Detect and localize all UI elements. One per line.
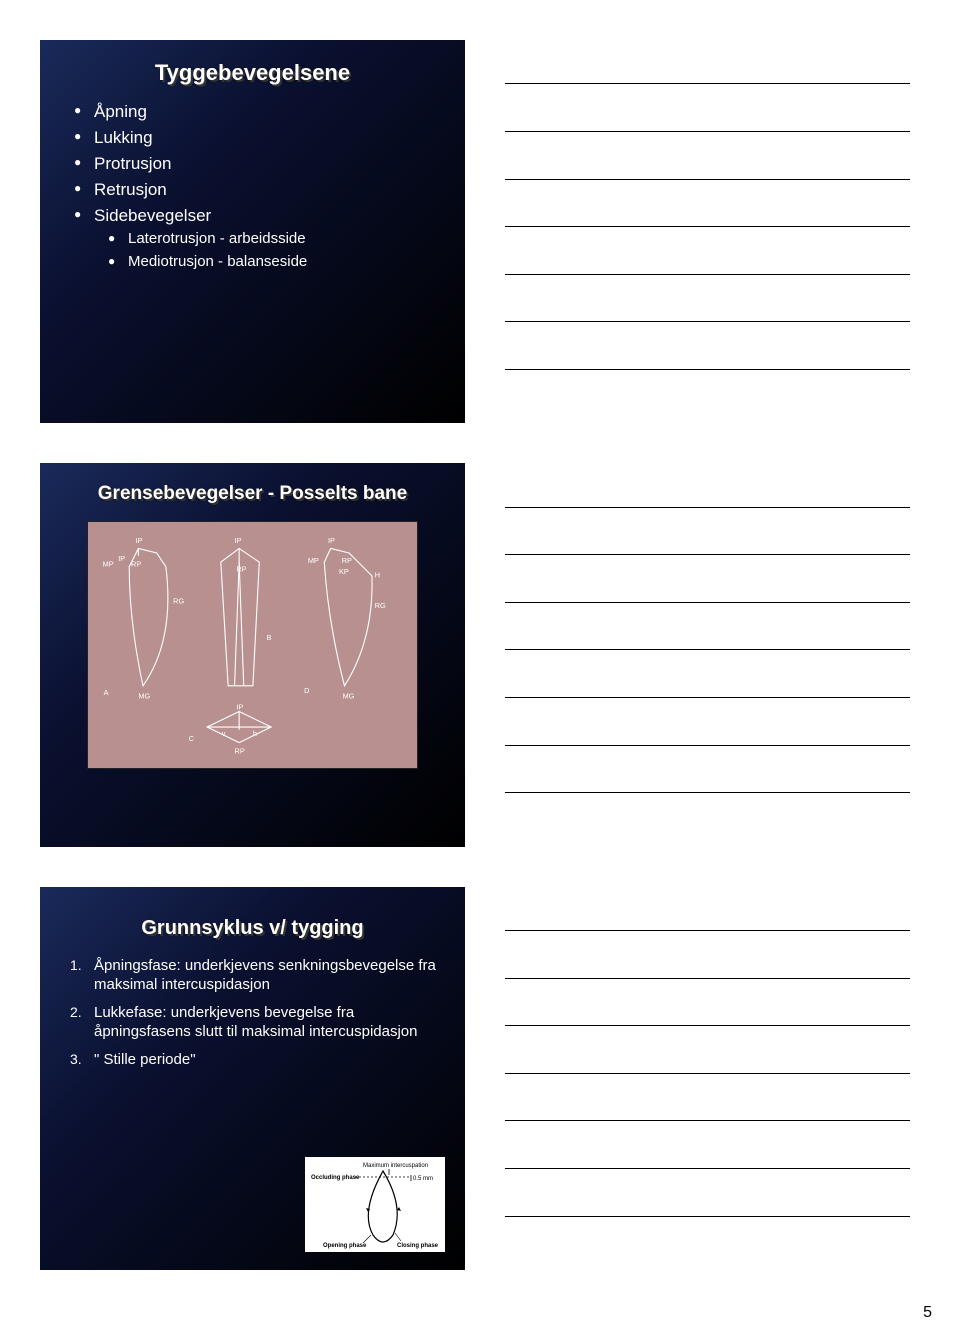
notes-area-3: [495, 887, 920, 1270]
label-MP: MP: [307, 556, 318, 565]
chew-top-label: Maximum intercuspation: [363, 1163, 428, 1169]
label-MG: MG: [138, 692, 150, 701]
label-H: H: [374, 571, 379, 580]
note-line: [505, 274, 910, 275]
label-RP: RP: [236, 565, 246, 574]
item-number: 1.: [70, 956, 82, 974]
label-KP: KP: [339, 567, 349, 576]
chew-bottom-left: Opening phase: [323, 1243, 367, 1249]
label-h: h: [253, 730, 257, 739]
chewing-cycle-diagram: Maximum intercuspation Occluding phase 0…: [305, 1157, 445, 1252]
slide-tyggebevegelsene: Tyggebevegelsene Åpning Lukking Protrusj…: [40, 40, 465, 423]
label-RG: RG: [173, 597, 184, 606]
note-line: [505, 321, 910, 322]
label-RP: RP: [341, 556, 351, 565]
note-line: [505, 83, 910, 84]
label-D: D: [304, 686, 309, 695]
notes-area-1: [495, 40, 920, 423]
label-IP: IP: [234, 536, 241, 545]
label-IP: IP: [118, 555, 125, 564]
note-line: [505, 369, 910, 370]
label-IP: IP: [236, 703, 243, 712]
note-line: [505, 792, 910, 793]
list-item: 3. " Stille periode": [70, 1050, 441, 1070]
note-line: [505, 1073, 910, 1074]
item-number: 2.: [70, 1003, 82, 1021]
note-line: [505, 507, 910, 508]
bullet-item: Sidebevegelser Laterotrusjon - arbeidssi…: [74, 206, 441, 270]
list-item: 1. Åpningsfase: underkjevens senkningsbe…: [70, 956, 441, 995]
label-v: v: [221, 730, 225, 739]
bullet-label: Sidebevegelser: [94, 206, 211, 225]
slide-grensebevegelser: Grensebevegelser - Posselts bane A IP IP…: [40, 463, 465, 846]
note-line: [505, 554, 910, 555]
item-text: " Stille periode": [94, 1051, 196, 1068]
notes-area-2: [495, 463, 920, 846]
posselt-diagram: A IP IP MP RP RG MG IP RP B IP MP RP KP: [87, 521, 419, 768]
slide2-title: Grensebevegelser - Posselts bane: [64, 483, 441, 505]
note-line: [505, 131, 910, 132]
note-line: [505, 1120, 910, 1121]
label-MG: MG: [342, 692, 354, 701]
note-line: [505, 1216, 910, 1217]
label-MP: MP: [102, 560, 113, 569]
page-number: 5: [923, 1304, 932, 1322]
note-line: [505, 226, 910, 227]
item-number: 3.: [70, 1050, 82, 1068]
chew-left-label: Occluding phase: [311, 1175, 360, 1181]
note-line: [505, 745, 910, 746]
bullet-item: Retrusjon: [74, 180, 441, 200]
slide3-title: Grunnsyklus v/ tygging: [64, 917, 441, 940]
note-line: [505, 978, 910, 979]
chew-bottom-right: Closing phase: [397, 1243, 439, 1249]
label-RP: RP: [234, 747, 244, 756]
label-A: A: [103, 688, 108, 697]
item-text: Åpningsfase: underkjevens senkningsbeveg…: [94, 957, 436, 994]
note-line: [505, 649, 910, 650]
bullet-item: Protrusjon: [74, 154, 441, 174]
note-line: [505, 602, 910, 603]
bullet-item: Mediotrusjon - balanseside: [108, 253, 441, 270]
bullet-item: Lukking: [74, 128, 441, 148]
label-C: C: [188, 734, 193, 743]
label-RP: RP: [131, 560, 141, 569]
list-item: 2. Lukkefase: underkjevens bevegelse fra…: [70, 1003, 441, 1042]
note-line: [505, 930, 910, 931]
bullet-item: Åpning: [74, 102, 441, 122]
label-IP: IP: [328, 536, 335, 545]
note-line: [505, 1168, 910, 1169]
note-line: [505, 1025, 910, 1026]
label-B: B: [266, 633, 271, 642]
slide1-subbullets: Laterotrusjon - arbeidsside Mediotrusjon…: [94, 230, 441, 270]
label-RG: RG: [374, 601, 385, 610]
chew-right-label: 0.5 mm: [413, 1176, 433, 1182]
note-line: [505, 179, 910, 180]
note-line: [505, 697, 910, 698]
label-IP: IP: [135, 536, 142, 545]
bullet-item: Laterotrusjon - arbeidsside: [108, 230, 441, 247]
item-text: Lukkefase: underkjevens bevegelse fra åp…: [94, 1004, 418, 1041]
slide3-list: 1. Åpningsfase: underkjevens senkningsbe…: [64, 956, 441, 1070]
slide1-title: Tyggebevegelsene: [64, 60, 441, 86]
slide1-bullets: Åpning Lukking Protrusjon Retrusjon Side…: [64, 102, 441, 270]
slide-grunnsyklus: Grunnsyklus v/ tygging 1. Åpningsfase: u…: [40, 887, 465, 1270]
